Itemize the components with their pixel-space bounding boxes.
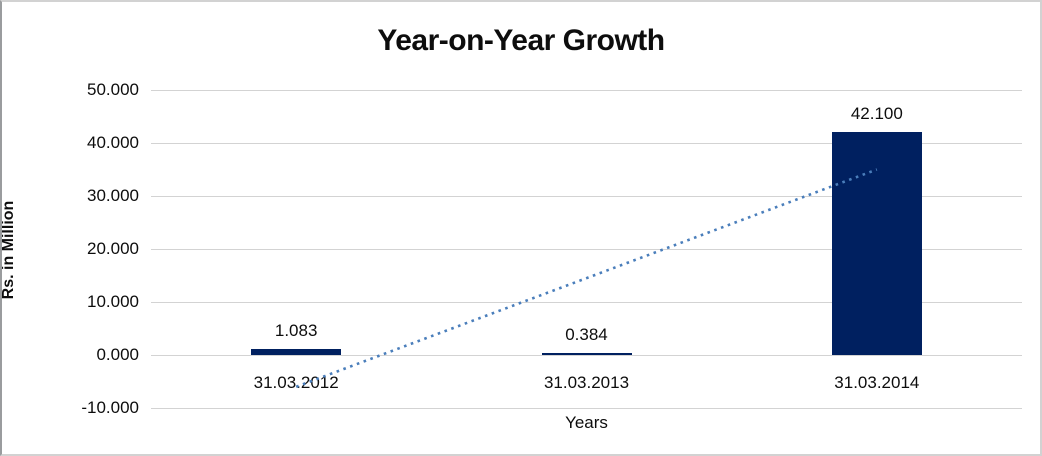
x-category-label: 31.03.2014 [834,373,920,392]
bar [251,349,342,355]
bar [541,353,632,355]
y-axis-title: Rs. in Million [0,200,17,300]
bar-value-label: 0.384 [565,325,608,344]
bar [831,132,922,355]
gridline [151,407,1022,409]
y-tick-label: 30.000 [87,186,139,205]
gridline [151,142,1022,144]
gridline [151,89,1022,91]
y-tick-label: 50.000 [87,80,139,99]
x-category-label: 31.03.2013 [543,373,630,392]
y-tick-label: 20.000 [87,239,139,258]
y-tick-label: 10.000 [87,292,139,311]
y-tick-label: -10.000 [81,398,139,417]
plot-area: 1.083 31.03.2012 0.384 31.03.2013 42.100 31.0… [151,89,1022,409]
chart-title: Year-on-Year Growth [377,24,665,57]
bar-value-label: 1.083 [274,321,318,340]
y-tick-label: 0.000 [96,345,139,364]
bar-value-label: 42.100 [850,104,903,123]
y-tick-label: 40.000 [87,133,139,152]
x-category-label: 31.03.2012 [253,373,339,392]
x-axis-title: Years [565,413,608,432]
